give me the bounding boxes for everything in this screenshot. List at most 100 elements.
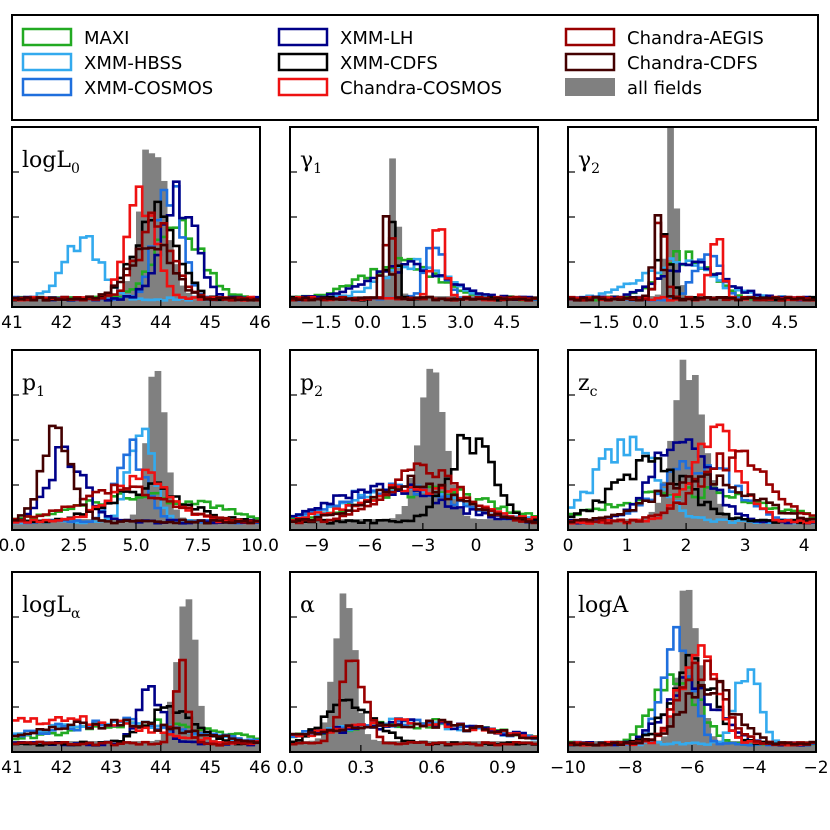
all-fields-bin <box>754 296 761 307</box>
all-fields-bin <box>457 509 465 530</box>
panel-label-main: logL <box>22 593 71 618</box>
panel-label-sub: 1 <box>36 384 45 400</box>
all-fields-bin <box>222 741 230 752</box>
panel-p1: 0.0 2.5 5.0 7.5 10.0 p1 <box>0 349 279 556</box>
plot-area <box>12 370 260 530</box>
panel-label: logL0 <box>22 148 80 177</box>
all-fields-bin <box>710 480 718 530</box>
all-fields-histogram <box>290 593 538 752</box>
all-fields-bin <box>308 519 316 530</box>
x-tick-label: 43 <box>100 313 122 333</box>
all-fields-bin <box>185 518 193 530</box>
all-fields-bin <box>49 519 56 530</box>
all-fields-bin <box>111 741 118 752</box>
x-tick-label: 0.0 <box>354 313 381 333</box>
legend-item-all-fields: all fields <box>565 78 702 99</box>
all-fields-bin <box>710 736 718 752</box>
all-fields-bin <box>370 296 378 307</box>
series-chandra-cdfs <box>568 214 816 302</box>
panel-label: logLα <box>22 593 81 622</box>
all-fields-bin <box>43 741 50 752</box>
all-fields-bin <box>654 740 662 752</box>
all-fields-bin <box>314 519 322 530</box>
legend-label: Chandra-AEGIS <box>627 28 764 49</box>
all-fields-bin <box>216 519 224 530</box>
all-fields-bin <box>574 741 581 752</box>
panel-label-main: p <box>300 371 314 396</box>
all-fields-bin <box>74 296 81 307</box>
all-fields-bin <box>519 519 527 530</box>
all-fields-bin <box>747 296 755 307</box>
x-tick-label: 2.5 <box>60 536 87 556</box>
all-fields-bin <box>229 519 236 530</box>
x-tick-label: −6 <box>357 536 382 556</box>
all-fields-bin <box>43 519 50 530</box>
all-fields-bin <box>376 295 384 307</box>
all-fields-bin <box>617 296 625 307</box>
legend-item-chandra-cdfs: Chandra-CDFS <box>564 52 758 74</box>
x-tick-label: 3 <box>740 536 751 556</box>
all-fields-bin <box>803 741 811 752</box>
all-fields-bin <box>308 296 316 307</box>
all-fields-bin <box>648 741 656 752</box>
series-chandra-cdfs <box>12 424 260 525</box>
all-fields-bin <box>426 368 434 530</box>
all-fields-bin <box>247 519 255 530</box>
all-fields-bin <box>778 519 786 530</box>
all-fields-bin <box>117 519 125 530</box>
panel-label-sub: 2 <box>591 161 600 177</box>
x-tick-label: 3 <box>524 536 535 556</box>
all-fields-bin <box>314 738 322 752</box>
plot-area <box>290 158 538 307</box>
all-fields-bin <box>507 519 514 530</box>
all-fields-bin <box>18 741 25 752</box>
series-chandra-aegis <box>12 483 260 524</box>
all-fields-bin <box>667 440 674 530</box>
all-fields-bin <box>766 519 774 530</box>
all-fields-bin <box>290 741 297 752</box>
all-fields-bin <box>482 741 489 752</box>
all-fields-bin <box>760 296 767 307</box>
all-fields-bin <box>747 519 755 530</box>
legend-label: MAXI <box>84 28 129 49</box>
all-fields-bin <box>525 741 533 752</box>
all-fields-bin <box>611 741 619 752</box>
all-fields-bin <box>407 296 415 307</box>
all-fields-bin <box>142 149 149 307</box>
all-fields-bin <box>339 519 347 530</box>
all-fields-bin <box>605 741 612 752</box>
all-fields-bin <box>18 296 25 307</box>
panel-label-sub: c <box>590 384 598 400</box>
series-xmm-cdfs <box>568 232 816 302</box>
plot-area <box>568 589 816 752</box>
legend-frame <box>11 14 819 121</box>
all-fields-bin <box>772 296 780 307</box>
all-fields-bin <box>389 518 396 530</box>
all-fields-bin <box>198 519 205 530</box>
all-fields-bin <box>586 741 594 752</box>
all-fields-bin <box>729 296 736 307</box>
all-fields-bin <box>513 296 520 307</box>
panel-label-sub: α <box>71 606 81 622</box>
all-fields-bin <box>370 739 378 752</box>
all-fields-bin <box>36 519 44 530</box>
all-fields-bin <box>24 741 32 752</box>
all-fields-bin <box>136 497 143 530</box>
all-fields-bin <box>401 293 409 307</box>
all-fields-bin <box>389 158 396 307</box>
legend-item-chandra-cosmos: Chandra-COSMOS <box>277 77 502 99</box>
all-fields-bin <box>494 519 502 530</box>
all-fields-bin <box>605 519 612 530</box>
all-fields-bin <box>482 519 489 530</box>
series-chandra-aegis <box>568 449 816 525</box>
all-fields-bin <box>253 519 260 530</box>
x-tick-label: 7.5 <box>184 536 211 556</box>
all-fields-bin <box>785 296 792 307</box>
x-tick-label: −1.5 <box>578 313 619 333</box>
all-fields-bin <box>710 296 718 307</box>
panel-label-main: z <box>578 371 590 396</box>
all-fields-bin <box>754 519 761 530</box>
all-fields-bin <box>723 741 730 752</box>
all-fields-bin <box>623 741 631 752</box>
